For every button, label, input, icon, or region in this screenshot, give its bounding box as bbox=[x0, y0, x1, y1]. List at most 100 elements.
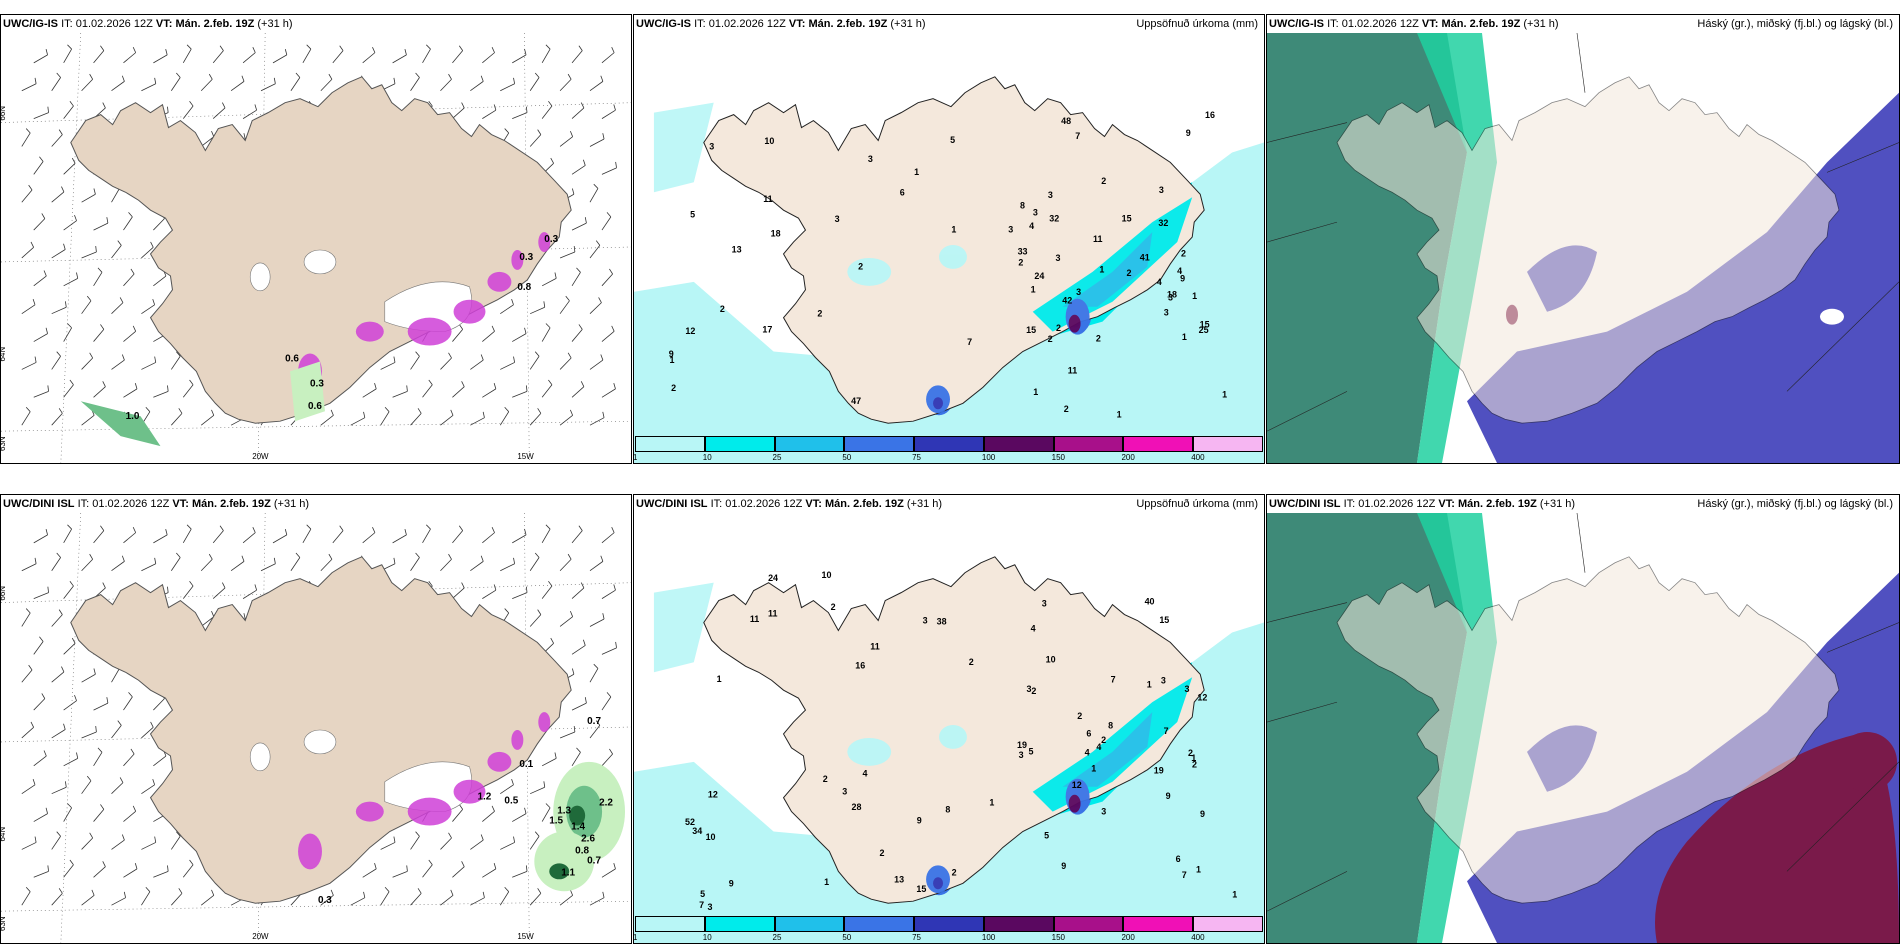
cloud-map[interactable] bbox=[1267, 513, 1899, 943]
wind-barb bbox=[571, 645, 586, 655]
wind-barb bbox=[302, 48, 312, 64]
wind-barb-flag bbox=[295, 552, 301, 558]
lat-line bbox=[1267, 221, 1338, 243]
wind-barb-flag bbox=[132, 325, 137, 332]
colorbar-swatch bbox=[844, 436, 915, 452]
panel-top-mid: UWC/IG-IS IT: 01.02.2026 12Z VT: Mán. 2.… bbox=[633, 14, 1265, 464]
precip-value-label: 40 bbox=[1145, 597, 1155, 607]
wind-barb-flag bbox=[504, 406, 510, 412]
wind-barb-flag bbox=[30, 721, 35, 728]
wind-barb bbox=[51, 249, 66, 259]
precip-value-label: 1 bbox=[717, 674, 722, 684]
gust-cell bbox=[407, 797, 452, 826]
wind-barb-flag bbox=[121, 555, 125, 562]
wind-barb bbox=[153, 698, 165, 711]
precip-value-label: 1 bbox=[1191, 753, 1196, 763]
wind-barb bbox=[153, 390, 169, 398]
precip-map[interactable]: 1 2 2 1 1 1 8 9 3 4 2 3 28 11 12 38 13 11 12 9 16 15 9 3 9 1 2 2 1 2 4… bbox=[634, 513, 1264, 943]
precip-colorbar: 1 10 25 50 75 100 150 200 400 bbox=[634, 916, 1263, 942]
cloud-map[interactable] bbox=[1267, 33, 1899, 463]
colorbar-swatch bbox=[1123, 916, 1194, 932]
wind-barb bbox=[93, 222, 109, 231]
wind-barb bbox=[392, 390, 408, 398]
precip-value-label: 4 bbox=[1177, 266, 1182, 276]
colorbar-swatch bbox=[635, 436, 705, 452]
wind-barb bbox=[529, 557, 540, 571]
colorbar-tick: 75 bbox=[912, 453, 922, 462]
wind-barb bbox=[21, 83, 37, 92]
wind-barb-flag bbox=[119, 777, 124, 783]
wind-barb-flag bbox=[306, 524, 312, 530]
wind-barb bbox=[63, 757, 78, 767]
wind-barb-flag bbox=[56, 72, 61, 78]
lat-line bbox=[1, 900, 631, 912]
panel-top-right: UWC/IG-IS IT: 01.02.2026 12Z VT: Mán. 2.… bbox=[1266, 14, 1900, 464]
wind-barb-flag bbox=[134, 383, 138, 389]
wind-barb-flag bbox=[56, 831, 61, 837]
wind-barb bbox=[541, 807, 551, 822]
wind-barb bbox=[380, 362, 396, 370]
precip-value-label: 10 bbox=[822, 570, 832, 580]
wind-barb-flag bbox=[34, 836, 37, 843]
wind-barb bbox=[559, 251, 576, 259]
wind-barb-flag bbox=[86, 775, 92, 782]
precip-value-label: 5 bbox=[1028, 746, 1033, 756]
wind-barb bbox=[153, 755, 167, 767]
wind-barb bbox=[33, 333, 48, 342]
wind-barb bbox=[111, 668, 120, 683]
wind-barb-flag bbox=[154, 836, 157, 843]
wind-barb-flag bbox=[95, 726, 97, 733]
wind-barb bbox=[410, 356, 420, 370]
panel-header: UWC/IG-IS IT: 01.02.2026 12Z VT: Mán. 2.… bbox=[1, 15, 631, 33]
wind-barb bbox=[123, 868, 138, 878]
wind-barb bbox=[601, 868, 616, 878]
wind-barb bbox=[93, 329, 105, 342]
wind-barb bbox=[589, 359, 604, 370]
precip-value-label: 3 bbox=[1101, 807, 1106, 817]
wind-barb-flag bbox=[513, 557, 515, 564]
wind-area bbox=[80, 401, 161, 447]
wind-barb-flag bbox=[524, 49, 527, 55]
wind-value-label: 0.5 bbox=[504, 796, 518, 807]
wind-barb bbox=[452, 866, 465, 878]
colorbar-tick: 100 bbox=[981, 933, 996, 942]
wind-barb-flag bbox=[252, 527, 256, 533]
wind-barb-flag bbox=[534, 552, 540, 558]
wind-barb-flag bbox=[67, 524, 72, 530]
wind-barb bbox=[81, 780, 92, 794]
wind-barb-flag bbox=[134, 863, 138, 869]
wind-barb-flag bbox=[393, 77, 396, 84]
wind-barb-flag bbox=[132, 47, 137, 53]
wind-barb-flag bbox=[117, 240, 122, 246]
wind-barb bbox=[63, 384, 74, 398]
precip-value-label: 3 bbox=[707, 902, 712, 912]
wind-barb bbox=[601, 331, 615, 342]
wind-barb-flag bbox=[178, 888, 183, 894]
precip-value-label: 6 bbox=[900, 187, 905, 197]
wind-barb bbox=[242, 52, 256, 64]
wind-barb bbox=[470, 561, 484, 572]
precip-map[interactable]: 2 2 1 1 1 1 10 9 3 13 7 9 33 15 17 18 47 15 15 16 25 11 12 1 1 1 3… bbox=[634, 33, 1264, 463]
wind-barb bbox=[33, 390, 49, 398]
glacier bbox=[303, 729, 337, 755]
wind-barb-flag bbox=[480, 555, 484, 562]
wind-barb-flag bbox=[328, 553, 333, 560]
precip-value-label: 13 bbox=[732, 244, 742, 254]
wind-barb bbox=[212, 107, 226, 119]
wind-map[interactable]: 0.7 0.1 1.2 0.5 1.3 1.4 2.6 0.8 0.7 2.2 1.5 1.1 0.3 6… bbox=[1, 513, 631, 943]
wind-barb-flag bbox=[25, 608, 31, 614]
wind-barb-flag bbox=[554, 272, 557, 279]
wind-barb-flag bbox=[572, 668, 575, 675]
wind-barb bbox=[541, 528, 551, 544]
wind-barb-flag bbox=[404, 49, 407, 55]
wind-barb-flag bbox=[448, 352, 452, 359]
precip-value-label: 10 bbox=[1046, 654, 1056, 664]
panel-bot-mid: UWC/DINI ISL IT: 01.02.2026 12Z VT: Mán.… bbox=[633, 494, 1265, 944]
wind-map[interactable]: 0.6 0.3 0.6 0.8 0.3 0.3 1.0 66N 64N 63N 20W 15W bbox=[1, 33, 631, 463]
wind-barb bbox=[470, 897, 485, 906]
wind-barb bbox=[200, 415, 215, 426]
wind-barb-flag bbox=[491, 325, 495, 332]
wind-barb-flag bbox=[89, 553, 94, 560]
wind-contours bbox=[80, 361, 325, 447]
